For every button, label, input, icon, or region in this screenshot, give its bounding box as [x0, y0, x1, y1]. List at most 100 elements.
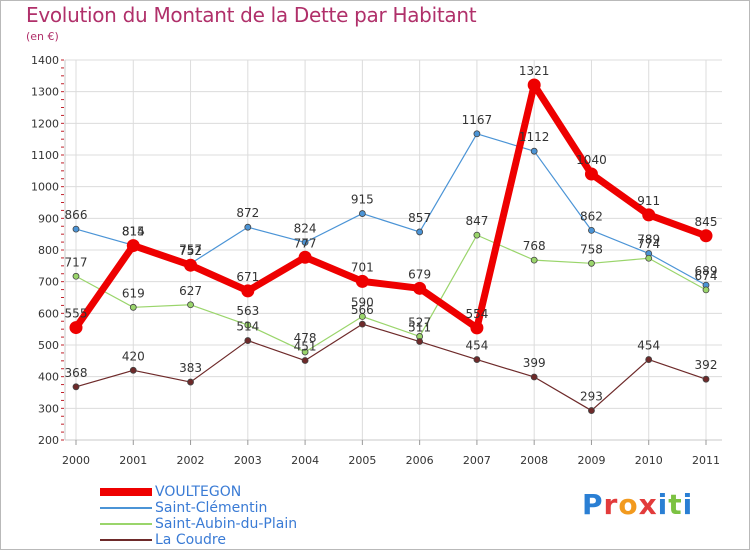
- data-label: 757: [179, 243, 202, 257]
- data-point: [244, 321, 252, 329]
- y-tick-label: 800: [38, 244, 59, 257]
- data-point: [126, 239, 140, 253]
- logo-letter: r: [603, 488, 619, 521]
- x-tick-label: 2000: [62, 454, 90, 467]
- logo-letter: i: [682, 488, 694, 521]
- data-label: 527: [408, 315, 431, 329]
- y-tick-label: 1100: [31, 149, 59, 162]
- data-point: [584, 167, 598, 181]
- x-tick-label: 2003: [234, 454, 262, 467]
- data-point: [358, 210, 366, 217]
- y-tick-label: 1200: [31, 117, 59, 130]
- proxiti-logo: Proxiti: [582, 488, 693, 521]
- x-tick-label: 2001: [119, 454, 147, 467]
- data-point: [72, 383, 80, 391]
- data-label: 679: [408, 267, 431, 281]
- y-tick-label: 300: [38, 402, 59, 415]
- y-tick-label: 500: [38, 339, 59, 352]
- data-point: [702, 286, 710, 294]
- data-label: 777: [294, 236, 317, 250]
- data-label: 847: [465, 214, 488, 228]
- data-label: 752: [179, 244, 202, 258]
- y-tick-label: 1000: [31, 181, 59, 194]
- logo-letter: i: [657, 488, 669, 521]
- data-label: 563: [236, 304, 259, 318]
- data-label: 420: [122, 349, 145, 363]
- data-label: 619: [122, 286, 145, 300]
- data-label: 872: [236, 206, 259, 220]
- data-point: [301, 238, 309, 246]
- y-tick-label: 400: [38, 371, 59, 384]
- data-point: [244, 337, 252, 344]
- data-label: 701: [351, 260, 374, 274]
- data-point: [588, 226, 595, 234]
- data-point: [530, 373, 538, 381]
- data-point: [416, 228, 424, 236]
- data-label: 454: [637, 339, 660, 353]
- series-line-2: [75, 234, 707, 353]
- logo-letter: o: [618, 488, 639, 521]
- x-tick-label: 2009: [577, 454, 605, 467]
- data-point: [645, 254, 653, 262]
- data-label: 915: [351, 193, 374, 207]
- y-tick-label: 200: [38, 434, 59, 447]
- data-label: 671: [236, 270, 259, 284]
- series-line-0: [72, 81, 710, 332]
- data-point: [416, 338, 424, 345]
- data-point: [470, 321, 484, 335]
- data-point: [241, 284, 255, 298]
- data-point: [187, 301, 194, 309]
- data-label: 774: [637, 237, 660, 251]
- data-point: [244, 223, 252, 231]
- x-tick-label: 2007: [463, 454, 491, 467]
- data-label: 857: [408, 211, 431, 225]
- data-point: [355, 274, 369, 288]
- legend-label: Saint-Aubin-du-Plain: [155, 516, 298, 532]
- data-label: 689: [695, 264, 718, 278]
- legend-item: La Coudre: [100, 532, 360, 548]
- legend-label: La Coudre: [155, 532, 226, 548]
- data-label: 555: [65, 307, 88, 321]
- data-point: [72, 272, 80, 280]
- data-point: [187, 378, 194, 386]
- y-tick-label: 1400: [31, 54, 59, 67]
- data-label: 399: [523, 356, 546, 370]
- legend-item: Saint-Clémentin: [100, 500, 360, 516]
- data-point: [184, 258, 198, 272]
- data-point: [473, 130, 481, 138]
- legend-label: Saint-Clémentin: [155, 500, 268, 516]
- logo-letter: P: [582, 488, 604, 521]
- data-label: 845: [695, 215, 718, 229]
- x-tick-label: 2005: [348, 454, 376, 467]
- data-point: [72, 225, 80, 233]
- data-point: [129, 366, 137, 374]
- legend-label: VOULTEGON: [155, 484, 242, 500]
- data-label: 451: [294, 340, 317, 354]
- data-point: [588, 259, 595, 267]
- data-label: 1040: [576, 153, 607, 167]
- data-point: [298, 250, 312, 264]
- legend-item: VOULTEGON: [100, 484, 360, 500]
- data-point: [129, 303, 137, 311]
- data-point: [301, 357, 309, 364]
- legend-item: Saint-Aubin-du-Plain: [100, 516, 360, 532]
- data-point: [588, 407, 595, 414]
- data-point: [358, 313, 366, 320]
- data-label: 590: [351, 296, 374, 310]
- data-point: [645, 356, 653, 363]
- data-label: 911: [637, 194, 660, 208]
- legend-swatch: [100, 488, 152, 496]
- x-tick-label: 2008: [520, 454, 548, 467]
- data-label: 293: [580, 390, 603, 404]
- data-point: [473, 231, 481, 239]
- data-point: [642, 208, 656, 222]
- data-label: 768: [523, 239, 546, 253]
- data-label: 1321: [519, 64, 550, 78]
- data-label: 1167: [462, 113, 493, 127]
- data-point: [527, 78, 541, 92]
- chart-subtitle: (en €): [26, 30, 59, 43]
- data-label: 789: [637, 232, 660, 246]
- y-tick-label: 900: [38, 212, 59, 225]
- data-label: 758: [580, 242, 603, 256]
